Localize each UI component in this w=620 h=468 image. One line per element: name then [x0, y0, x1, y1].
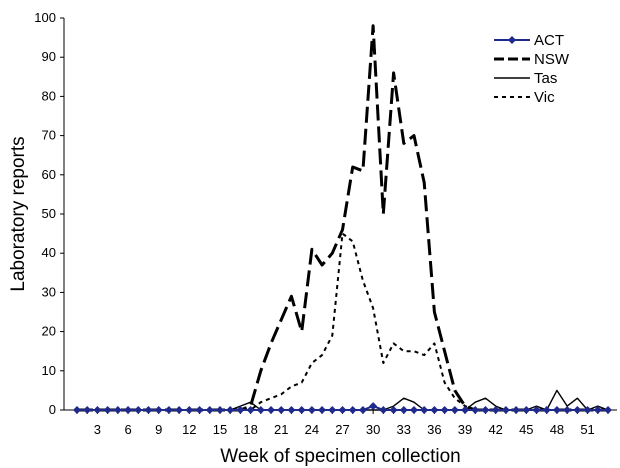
data-point-act	[226, 406, 235, 414]
y-tick-label: 40	[42, 245, 56, 260]
x-tick-label: 27	[335, 422, 349, 437]
series-line-nsw	[77, 24, 608, 412]
data-point-act	[287, 406, 296, 414]
data-point-act	[348, 406, 357, 414]
x-axis-title: Week of specimen collection	[220, 446, 460, 467]
y-axis-ticks: 0 10 20 30 40 50 60 70 80 90 100	[34, 10, 64, 417]
y-tick-label: 10	[42, 363, 56, 378]
x-tick-label: 15	[213, 422, 227, 437]
x-tick-label: 9	[155, 422, 162, 437]
legend-label-nsw: NSW	[534, 51, 570, 68]
data-point-act	[491, 406, 500, 414]
x-tick-label: 51	[580, 422, 594, 437]
data-point-act	[154, 406, 163, 414]
x-tick-label: 42	[488, 422, 502, 437]
data-point-act	[542, 406, 551, 414]
data-point-act	[93, 406, 102, 414]
data-point-act	[318, 406, 327, 414]
legend-label-vic: Vic	[534, 89, 555, 106]
legend-label-tas: Tas	[534, 70, 557, 87]
data-point-act	[379, 406, 388, 414]
data-point-act	[175, 406, 184, 414]
x-tick-label: 30	[366, 422, 380, 437]
data-point-act	[236, 406, 245, 414]
data-point-act	[583, 406, 592, 414]
x-tick-label: 24	[305, 422, 319, 437]
data-point-act	[256, 406, 265, 414]
data-point-act	[144, 406, 153, 414]
x-axis-ticks: 3 6 9 12 15 18 21 24 27 30 33 36 39 42 45 48 51	[76, 410, 609, 437]
x-tick-label: 12	[182, 422, 196, 437]
legend-label-act: ACT	[534, 32, 564, 49]
data-point-act	[246, 406, 255, 414]
data-point-act	[185, 406, 194, 414]
y-tick-label: 50	[42, 206, 56, 221]
data-point-act	[409, 406, 418, 414]
data-point-act	[420, 406, 429, 414]
y-tick-label: 80	[42, 88, 56, 103]
legend-marker-act	[508, 36, 516, 44]
series-line-vic	[77, 232, 608, 411]
data-point-act	[73, 406, 81, 414]
data-point-act	[471, 406, 480, 414]
x-tick-label: 36	[427, 422, 441, 437]
data-point-act	[369, 402, 378, 411]
x-tick-label: 18	[243, 422, 257, 437]
y-tick-label: 100	[34, 10, 56, 25]
x-tick-label: 6	[124, 422, 131, 437]
y-tick-label: 60	[42, 167, 56, 182]
data-point-act	[205, 406, 214, 414]
y-tick-label: 20	[42, 324, 56, 339]
data-point-act	[522, 406, 531, 414]
x-tick-label: 45	[519, 422, 533, 437]
y-tick-label: 0	[49, 402, 56, 417]
legend: ACT NSW Tas Vic	[494, 32, 570, 106]
data-point-act	[450, 406, 459, 414]
data-point-act	[103, 406, 112, 414]
data-point-act	[277, 406, 286, 414]
data-point-act	[113, 406, 122, 414]
data-point-act	[134, 406, 143, 414]
series-layer	[73, 24, 612, 414]
data-point-act	[83, 406, 92, 414]
data-point-act	[440, 406, 449, 414]
data-point-act	[338, 406, 347, 414]
y-tick-label: 90	[42, 49, 56, 64]
data-point-act	[267, 406, 276, 414]
data-point-act	[501, 406, 510, 414]
data-point-act	[430, 406, 439, 414]
x-tick-label: 3	[94, 422, 101, 437]
x-tick-label: 33	[397, 422, 411, 437]
data-point-act	[593, 406, 602, 414]
data-point-act	[461, 406, 470, 414]
data-point-act	[512, 406, 521, 414]
data-point-act	[164, 406, 173, 414]
data-point-act	[195, 406, 204, 414]
x-tick-label: 39	[458, 422, 472, 437]
y-tick-label: 70	[42, 128, 56, 143]
data-point-act	[552, 406, 561, 414]
data-point-act	[307, 406, 316, 414]
x-tick-label: 21	[274, 422, 288, 437]
data-point-act	[399, 406, 408, 414]
data-point-act	[604, 406, 612, 414]
data-point-act	[297, 406, 306, 414]
data-point-act	[563, 406, 572, 414]
data-point-act	[389, 406, 398, 414]
y-axis-title: Laboratory reports	[8, 136, 29, 291]
data-point-act	[358, 406, 367, 414]
y-tick-label: 30	[42, 284, 56, 299]
data-point-act	[573, 406, 582, 414]
data-point-act	[532, 406, 541, 414]
data-point-act	[481, 406, 490, 414]
x-tick-label: 48	[550, 422, 564, 437]
data-point-act	[124, 406, 133, 414]
data-point-act	[215, 406, 224, 414]
data-point-act	[328, 406, 337, 414]
